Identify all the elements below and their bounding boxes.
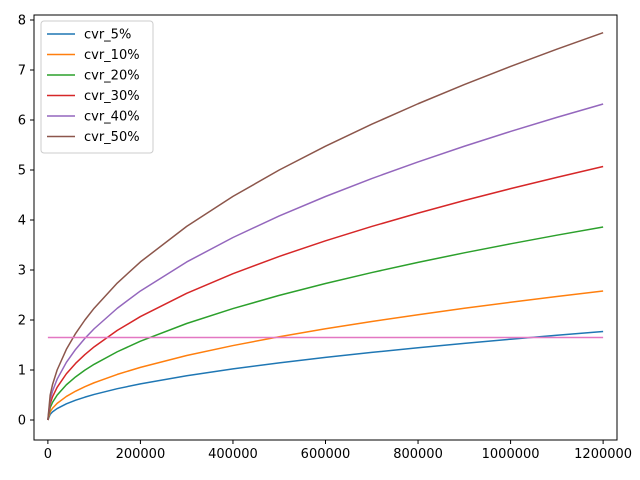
series-line-cvr-40- [47, 103, 604, 421]
x-tick-label: 200000 [116, 447, 166, 462]
x-tick-label: 1000000 [482, 447, 540, 462]
y-tick-label: 5 [18, 164, 26, 179]
legend-label: cvr_30% [84, 89, 140, 104]
y-tick-label: 8 [18, 14, 26, 29]
y-tick-label: 4 [18, 214, 26, 229]
y-tick-label: 7 [18, 64, 26, 79]
legend-label: cvr_20% [84, 69, 140, 84]
y-tick-label: 2 [18, 314, 26, 329]
y-tick-label: 3 [18, 264, 26, 279]
series-line-cvr-20- [47, 226, 604, 421]
x-tick-label: 1200000 [574, 447, 632, 462]
plot-area [47, 31, 604, 421]
y-axis: 0 1 2 3 4 5 6 7 8 [18, 14, 34, 429]
legend: cvr_5% cvr_10% cvr_20% cvr_30% cvr_40% cvr_50… [40, 20, 154, 154]
x-tick-label: 400000 [208, 447, 258, 462]
x-tick-label: 0 [44, 447, 52, 462]
x-axis: 0 200000 400000 600000 800000 1000000 1200000 [44, 440, 632, 462]
series-line-cvr-50- [47, 31, 604, 421]
series-line-cvr-5- [47, 330, 604, 421]
series-line-cvr-10- [47, 290, 604, 421]
y-tick-label: 1 [18, 364, 26, 379]
y-tick-label: 6 [18, 114, 26, 129]
series-line-cvr-30- [47, 165, 604, 421]
y-tick-label: 0 [18, 414, 26, 429]
legend-label: cvr_10% [84, 48, 140, 63]
x-tick-label: 600000 [301, 447, 351, 462]
legend-label: cvr_5% [84, 28, 131, 43]
legend-label: cvr_40% [84, 110, 140, 125]
x-tick-label: 800000 [393, 447, 443, 462]
legend-label: cvr_50% [84, 130, 140, 145]
